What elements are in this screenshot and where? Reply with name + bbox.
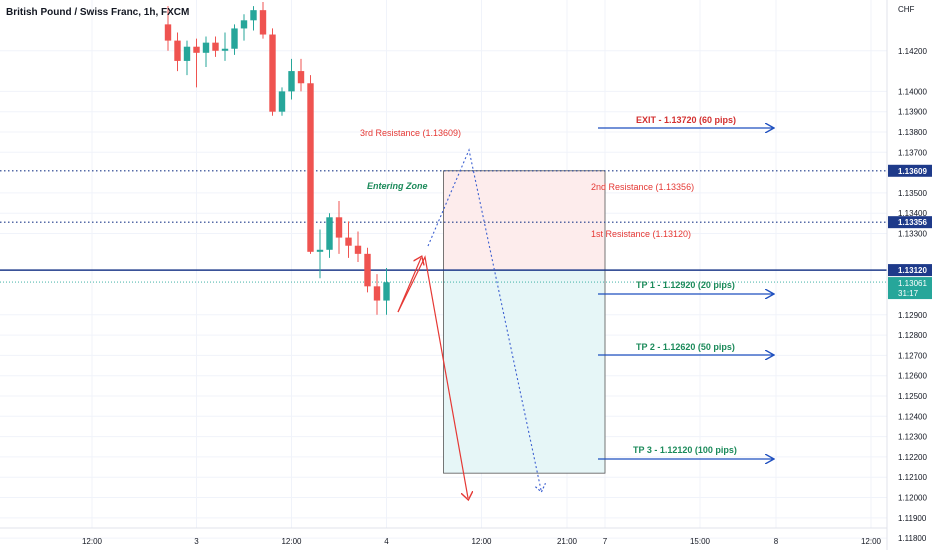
- zones: [443, 170, 606, 474]
- candle-body: [231, 28, 238, 49]
- level-price-tag: [888, 164, 932, 177]
- candle-body: [316, 249, 324, 252]
- price-tick: 1.12500: [898, 392, 927, 401]
- candle-body: [164, 24, 172, 41]
- price-ticks: 1.14200 1.14000 1.13900 1.13800 1.13700 1.135…: [898, 47, 927, 543]
- time-tick: 8: [774, 537, 779, 546]
- price-tick: 1.11800: [898, 534, 927, 543]
- bullish-arrow: [397, 258, 421, 313]
- time-tick: 7: [603, 537, 608, 546]
- level-price-tag: [888, 216, 932, 229]
- level-price-value: 1.13609: [898, 167, 927, 176]
- target-zone: [443, 269, 606, 474]
- candle-body: [174, 40, 181, 61]
- price-tick: 1.12800: [898, 331, 927, 340]
- price-tick: 1.12700: [898, 351, 927, 360]
- resistance-zone: [443, 170, 606, 271]
- resistance-2-label: 2nd Resistance (1.13356): [591, 182, 694, 192]
- exit-label: EXIT - 1.13720 (60 pips): [636, 115, 736, 125]
- price-tick: 1.12300: [898, 433, 927, 442]
- price-tick: 1.12400: [898, 412, 927, 421]
- tp1-label: TP 1 - 1.12920 (20 pips): [636, 280, 735, 290]
- level-price-value: 1.13120: [898, 266, 927, 275]
- price-tick: 1.11900: [898, 514, 927, 523]
- tp2-label: TP 2 - 1.12620 (50 pips): [636, 342, 735, 352]
- time-axis[interactable]: 12:00 3 12:00 4 12:00 21:00 7 15:00 8 12:00: [82, 537, 882, 546]
- entering-zone-label: Entering Zone: [367, 181, 428, 191]
- candle-body: [250, 10, 257, 21]
- time-tick: 3: [194, 537, 199, 546]
- currency-label: CHF: [898, 5, 915, 14]
- candle-body: [297, 71, 305, 84]
- price-tick: 1.14000: [898, 87, 927, 96]
- candle-body: [288, 71, 295, 92]
- dotted-projection: [427, 148, 541, 490]
- candle-body: [269, 34, 276, 112]
- time-tick: 12:00: [82, 537, 103, 546]
- current-price-value: 1.13061: [898, 279, 927, 288]
- time-tick: 12:00: [471, 537, 492, 546]
- price-tick: 1.12100: [898, 473, 927, 482]
- candle-body: [221, 48, 229, 51]
- price-tick: 1.14200: [898, 47, 927, 56]
- bearish-projection: [397, 255, 468, 498]
- price-axis[interactable]: CHF: [886, 0, 915, 550]
- price-tick: 1.13700: [898, 148, 927, 157]
- candles: [164, 2, 390, 315]
- price-tick: 1.13800: [898, 128, 927, 137]
- candle-body: [259, 10, 267, 35]
- price-tick: 1.13900: [898, 108, 927, 117]
- price-tick: 1.13400: [898, 209, 927, 218]
- price-tick: 1.13500: [898, 189, 927, 198]
- price-tick: 1.12600: [898, 372, 927, 381]
- candle-body: [335, 217, 343, 238]
- projection-paths: [397, 148, 541, 498]
- candle-body: [373, 286, 381, 301]
- candle-body: [326, 217, 333, 250]
- candle-body: [354, 245, 362, 254]
- time-tick: 21:00: [557, 537, 578, 546]
- candle-body: [278, 91, 286, 112]
- resistance-1-label: 1st Resistance (1.13120): [591, 229, 691, 239]
- candle-body: [307, 83, 314, 252]
- candle-body: [383, 282, 390, 301]
- tp3-label: TP 3 - 1.12120 (100 pips): [633, 445, 737, 455]
- level-price-value: 1.13356: [898, 218, 927, 227]
- chart-title: British Pound / Swiss Franc, 1h, FXCM: [6, 7, 189, 18]
- time-tick: 15:00: [690, 537, 711, 546]
- candle-body: [193, 46, 200, 53]
- candle-body: [345, 237, 352, 246]
- time-tick: 12:00: [281, 537, 302, 546]
- time-tick: 12:00: [861, 537, 882, 546]
- horizontal-levels: [0, 170, 887, 283]
- candle-body: [212, 42, 219, 51]
- countdown-value: 31:17: [898, 289, 919, 298]
- price-tick: 1.12900: [898, 311, 927, 320]
- price-tick: 1.12000: [898, 494, 927, 503]
- price-tick: 1.13300: [898, 230, 927, 239]
- candle-body: [183, 46, 191, 61]
- resistance-3-label: 3rd Resistance (1.13609): [360, 128, 461, 138]
- current-price-tag: [888, 277, 932, 300]
- time-tick: 4: [384, 537, 389, 546]
- candle-body: [364, 253, 371, 287]
- price-tick: 1.12200: [898, 453, 927, 462]
- level-price-tag: [888, 264, 932, 277]
- candle-body: [240, 20, 248, 29]
- candle-body: [202, 42, 210, 53]
